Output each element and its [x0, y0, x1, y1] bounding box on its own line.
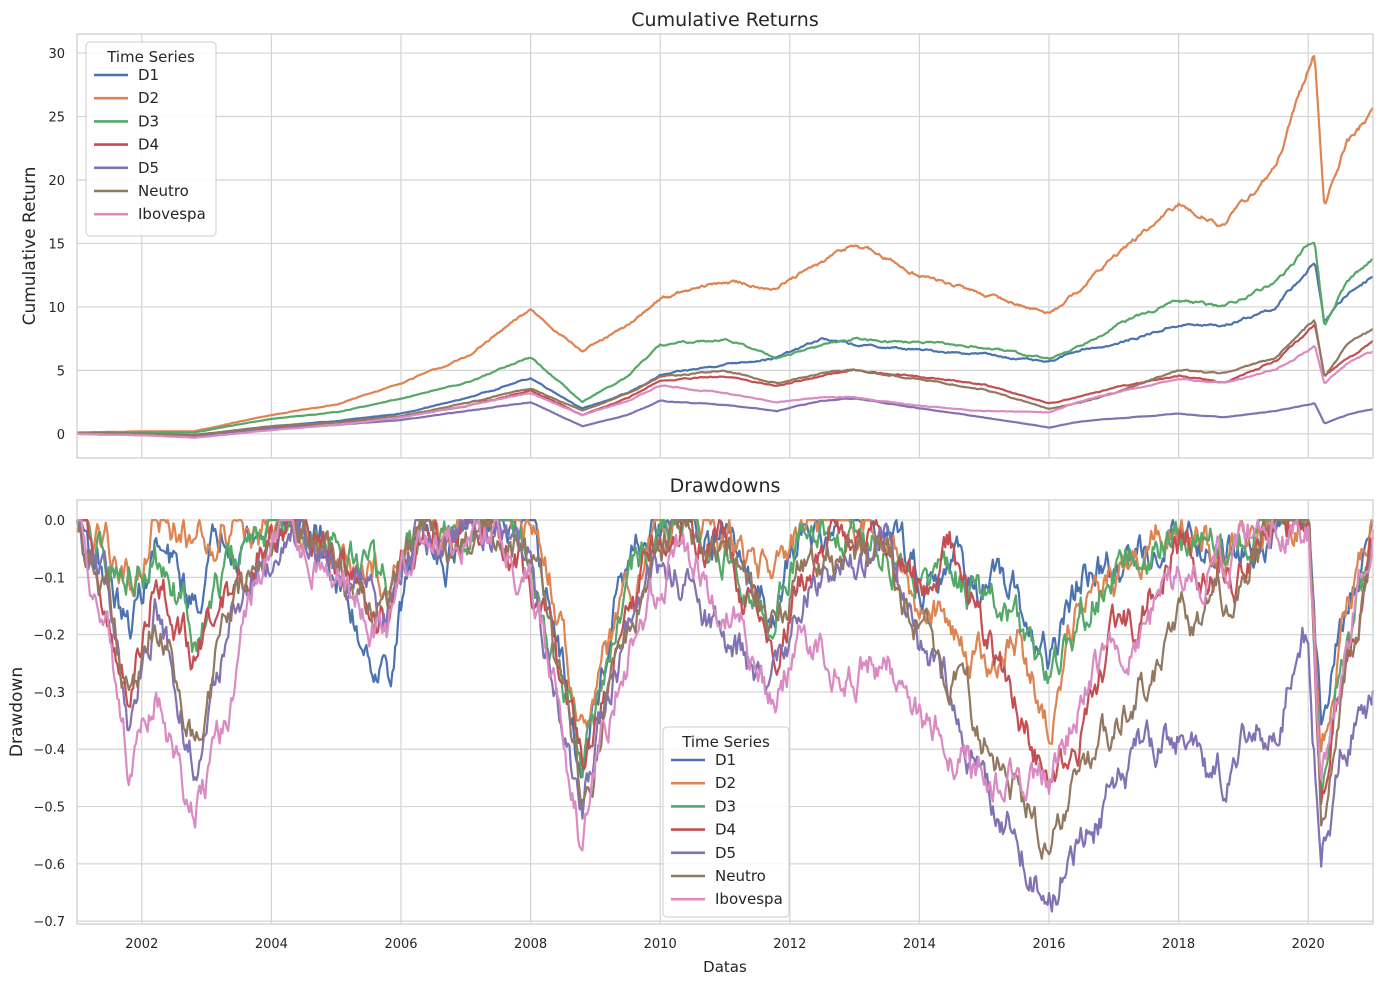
drawdowns-frame	[76, 499, 1374, 925]
drawdowns-lines	[75, 518, 1375, 913]
drawdowns-y-ticks: 0.0 −0.1 −0.2 −0.3 −0.4 −0.5 −0.6 −0.7	[33, 514, 65, 930]
series-line-neutro	[75, 518, 1374, 860]
drawdowns-panel: 0.0 −0.1 −0.2 −0.3 −0.4 −0.5 −0.6 −0.7 2002 2004…	[7, 475, 1375, 976]
legend-label-d3: D3	[715, 797, 736, 815]
legend-label-d5: D5	[715, 844, 736, 862]
x-tick-label: 2020	[1292, 937, 1325, 952]
drawdowns-ylabel: Drawdown	[7, 667, 27, 757]
drawdowns-title: Drawdowns	[670, 475, 781, 497]
cumulative-returns-lines	[76, 54, 1374, 439]
series-line-ibovespa	[76, 345, 1374, 439]
y-tick-label: 0	[57, 428, 65, 443]
legend-title: Time Series	[106, 48, 195, 66]
y-tick-label: −0.7	[33, 915, 65, 930]
y-tick-label: 10	[48, 301, 65, 316]
x-tick-label: 2008	[514, 937, 547, 952]
y-tick-label: 15	[48, 237, 65, 252]
y-tick-label: 25	[48, 111, 65, 126]
legend-label-d4: D4	[715, 821, 736, 839]
legend-label-d3: D3	[138, 112, 159, 130]
y-tick-label: −0.3	[33, 686, 65, 701]
cumulative-returns-plot-area	[77, 34, 1373, 458]
cumulative-returns-frame	[76, 33, 1374, 459]
cumulative-returns-ylabel: Cumulative Return	[20, 167, 40, 326]
y-tick-label: −0.1	[33, 571, 65, 586]
legend-label-neutro: Neutro	[138, 182, 189, 200]
y-tick-label: 0.0	[44, 514, 65, 529]
x-axis-label: Datas	[703, 958, 747, 976]
legend-label-d1: D1	[715, 751, 736, 769]
legend-label-d5: D5	[138, 159, 159, 177]
y-tick-label: 30	[48, 47, 65, 62]
series-line-d3	[77, 241, 1374, 434]
series-line-d2	[76, 54, 1374, 434]
y-tick-label: 5	[57, 364, 65, 379]
legend-label-neutro: Neutro	[715, 867, 766, 885]
cumulative-returns-y-ticks: 0 5 10 15 20 25 30	[48, 47, 65, 443]
cumulative-returns-title: Cumulative Returns	[631, 9, 818, 31]
x-tick-label: 2006	[384, 937, 417, 952]
drawdowns-grid	[77, 500, 1373, 924]
y-tick-label: −0.4	[33, 743, 65, 758]
legend-box	[85, 41, 217, 237]
legend-label-d2: D2	[715, 774, 736, 792]
x-tick-label: 2016	[1032, 937, 1065, 952]
legend-label-ibovespa: Ibovespa	[715, 890, 783, 908]
x-tick-label: 2012	[773, 937, 806, 952]
y-tick-label: −0.5	[33, 801, 65, 816]
legend-label-ibovespa: Ibovespa	[138, 205, 206, 223]
x-tick-label: 2004	[255, 937, 288, 952]
y-tick-label: −0.2	[33, 629, 65, 644]
cumulative-returns-panel: 0 5 10 15 20 25 30 Cumulative Returns Cumulati…	[20, 9, 1374, 459]
x-tick-label: 2018	[1162, 937, 1195, 952]
y-tick-label: 20	[48, 174, 65, 189]
x-tick-label: 2014	[903, 937, 936, 952]
x-tick-label: 2010	[644, 937, 677, 952]
x-tick-label: 2002	[125, 937, 158, 952]
legend-title: Time Series	[681, 733, 770, 751]
drawdowns-x-ticks: 2002 2004 2006 2008 2010 2012 2014 2016 2018 2020	[125, 937, 1324, 952]
series-line-neutro	[76, 319, 1374, 437]
series-line-ibovespa	[77, 518, 1375, 852]
legend-box	[662, 726, 790, 918]
legend-label-d4: D4	[138, 136, 159, 154]
legend-label-d1: D1	[138, 66, 159, 84]
legend-label-d2: D2	[138, 89, 159, 107]
y-tick-label: −0.6	[33, 858, 65, 873]
